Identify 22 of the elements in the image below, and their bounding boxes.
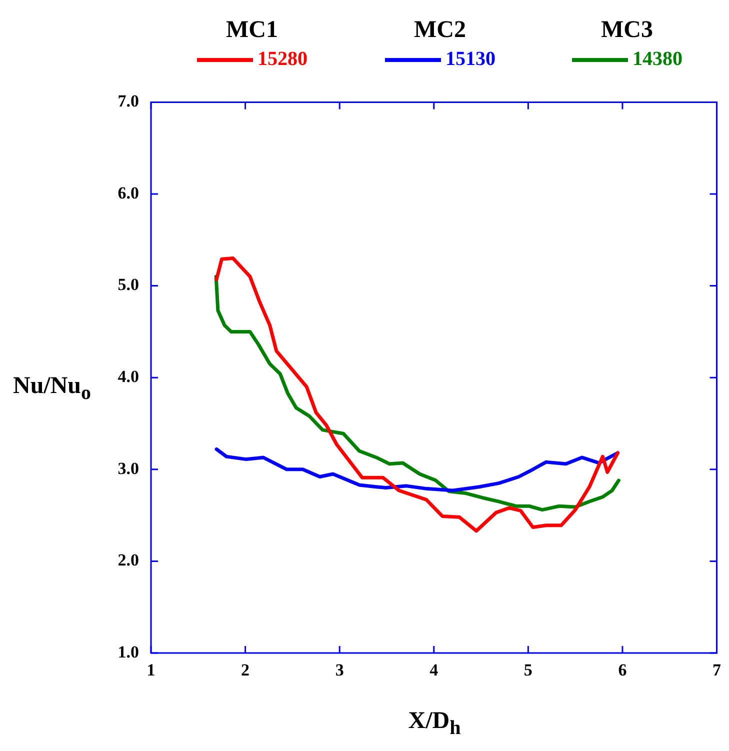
y-axis-title: Nu/Nu$_{o}$: [12, 373, 92, 405]
x-tick-label: 5: [524, 660, 532, 680]
text: MC3: [600, 16, 654, 44]
x-tick-label: 6: [618, 660, 627, 680]
legend-label: 15280: [258, 48, 308, 71]
y-tick-label: 5.0: [118, 275, 139, 294]
text: MC2: [413, 16, 467, 44]
x-tick-label: 1: [146, 660, 156, 680]
y-tick-label: 2.0: [118, 550, 139, 570]
y-tick-label: 7.0: [118, 92, 139, 111]
y-tick-label: 1.0: [118, 642, 139, 662]
x-axis-title: X/D$_{h}$: [407, 708, 462, 740]
y-tick-label: 4.0: [118, 366, 139, 386]
x-tick-label: 3: [335, 660, 344, 680]
legend-label: 14380: [632, 48, 682, 71]
x-tick-label: 2: [241, 660, 250, 680]
text: MC1: [225, 16, 279, 44]
y-tick-label: 3.0: [118, 458, 139, 478]
legend-label: 15130: [446, 48, 496, 71]
x-tick-label: 4: [430, 660, 439, 680]
y-tick-label: 6.0: [118, 183, 139, 202]
x-tick-label: 7: [712, 660, 722, 680]
